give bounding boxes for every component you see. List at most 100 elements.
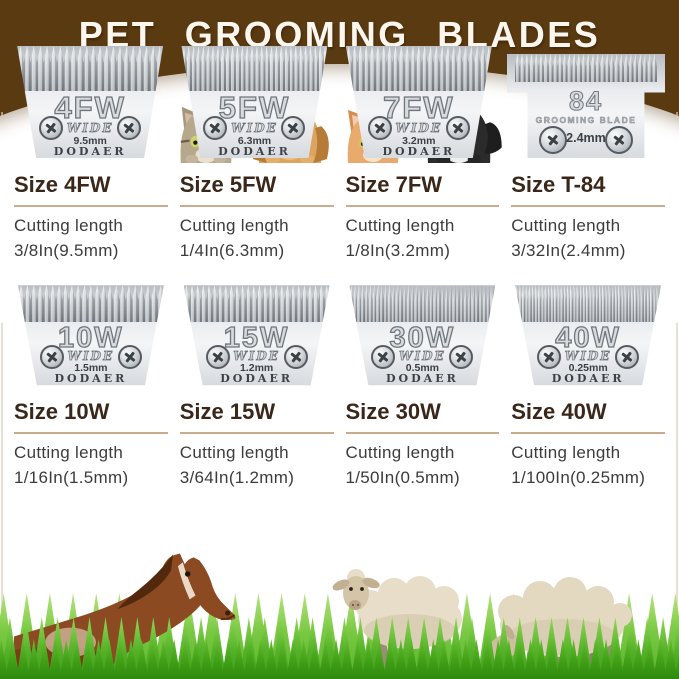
cut-value: 1/4In(6.3mm) bbox=[179, 240, 285, 260]
footer-scene bbox=[0, 545, 679, 679]
screw-icon bbox=[538, 126, 567, 154]
blade-size-label: 4FW bbox=[54, 89, 126, 125]
blades-grid-row-2: 10W WIDE 1.5mm DODAER 15W WIDE 1.2mm DOD… bbox=[14, 285, 665, 386]
cutting-length-text: Cutting length 1/50In(0.5mm) bbox=[346, 441, 500, 490]
blade-card-t84: 84 GROOMING BLADE 2.4mm bbox=[506, 54, 665, 158]
label-4fw: Size 4FW Cutting length 3/8In(9.5mm) bbox=[14, 172, 168, 263]
blade-wide-label: WIDE bbox=[399, 349, 446, 364]
cutting-length-text: Cutting length 3/64In(1.2mm) bbox=[180, 441, 334, 490]
cut-label: Cutting length bbox=[511, 443, 621, 463]
right-edge-line bbox=[676, 112, 678, 679]
cutting-length-text: Cutting length 1/4In(6.3mm) bbox=[180, 214, 334, 263]
blade-size-label: 40W bbox=[555, 322, 621, 355]
size-heading: Size 15W bbox=[179, 399, 334, 435]
cut-label: Cutting length bbox=[345, 443, 455, 463]
blade-mm-label: 2.4mm bbox=[566, 131, 606, 145]
blade-card-30w: 30W WIDE 0.5mm DODAER bbox=[346, 285, 500, 386]
blade-card-40w: 40W WIDE 0.25mm DODAER bbox=[511, 285, 665, 386]
screw-icon bbox=[537, 345, 562, 370]
blade-wide-label: WIDE bbox=[233, 349, 280, 364]
left-edge-line bbox=[1, 112, 3, 679]
blade-card-4fw: 4FW WIDE 9.5mm DODAER bbox=[14, 46, 166, 158]
screw-icon bbox=[117, 345, 142, 370]
cut-value: 1/100In(0.25mm) bbox=[511, 467, 646, 487]
blade-wide-label: WIDE bbox=[67, 349, 115, 364]
size-heading: Size 4FW bbox=[14, 172, 168, 207]
screw-icon bbox=[39, 116, 64, 140]
blade-brand-label: DODAER bbox=[53, 145, 127, 158]
blade-7fw: 7FW WIDE 3.2mm DODAER bbox=[345, 46, 492, 158]
size-heading: Size 7FW bbox=[345, 172, 500, 207]
blade-10w: 10W WIDE 1.5mm DODAER bbox=[17, 285, 164, 386]
blade-teeth bbox=[17, 285, 164, 323]
cutting-length-text: Cutting length 1/8In(3.2mm) bbox=[346, 214, 500, 263]
size-heading: Size 40W bbox=[511, 399, 665, 435]
blade-mm-label: 6.3mm bbox=[237, 135, 272, 147]
blade-teeth bbox=[17, 46, 164, 91]
cut-label: Cutting length bbox=[511, 216, 621, 235]
blade-brand-label: DODAER bbox=[220, 372, 293, 386]
blade-5fw: 5FW WIDE 6.3mm DODAER bbox=[181, 46, 328, 158]
blade-brand-label: DODAER bbox=[382, 145, 456, 158]
cut-label: Cutting length bbox=[179, 443, 289, 463]
label-40w: Size 40W Cutting length 1/100In(0.25mm) bbox=[511, 399, 665, 490]
screw-icon bbox=[445, 116, 470, 140]
size-heading: Size 10W bbox=[14, 399, 168, 435]
blade-wide-label: WIDE bbox=[66, 121, 114, 136]
size-heading: Size T-84 bbox=[511, 172, 665, 207]
labels-grid-row-1: Size 4FW Cutting length 3/8In(9.5mm) Siz… bbox=[14, 172, 665, 263]
screw-icon bbox=[203, 116, 228, 140]
cut-label: Cutting length bbox=[179, 216, 289, 235]
cut-value: 1/8In(3.2mm) bbox=[345, 240, 451, 260]
screw-icon bbox=[449, 345, 474, 370]
blade-brand-label: DODAER bbox=[218, 145, 291, 158]
blade-size-label: 10W bbox=[57, 322, 124, 355]
blade-t84: 84 GROOMING BLADE 2.4mm bbox=[506, 54, 665, 158]
cut-label: Cutting length bbox=[345, 216, 455, 235]
size-heading: Size 30W bbox=[345, 399, 500, 435]
label-15w: Size 15W Cutting length 3/64In(1.2mm) bbox=[179, 399, 334, 490]
cut-label: Cutting length bbox=[14, 216, 124, 235]
cutting-length-text: Cutting length 1/16In(1.5mm) bbox=[14, 441, 168, 490]
blade-mm-label: 0.5mm bbox=[405, 362, 440, 375]
blade-size-label: 5FW bbox=[218, 89, 291, 125]
blade-mm-label: 9.5mm bbox=[73, 135, 107, 147]
screw-icon bbox=[117, 116, 142, 140]
screw-icon bbox=[367, 116, 392, 140]
blade-wide-label: WIDE bbox=[395, 121, 443, 136]
labels-grid-row-2: Size 10W Cutting length 1/16In(1.5mm) Si… bbox=[14, 399, 665, 490]
blade-mm-label: 3.2mm bbox=[402, 135, 436, 147]
page-title: PET GROOMING BLADES bbox=[78, 14, 601, 55]
screw-icon bbox=[39, 345, 64, 370]
blade-grooming-label: GROOMING BLADE bbox=[535, 115, 637, 126]
screw-icon bbox=[205, 345, 230, 370]
screw-icon bbox=[604, 126, 633, 154]
cut-value: 1/50In(0.5mm) bbox=[345, 467, 460, 487]
main-content: 4FW WIDE 9.5mm DODAER 5FW WIDE 6.3mm DOD… bbox=[0, 46, 679, 491]
cut-value: 3/8In(9.5mm) bbox=[14, 240, 119, 260]
blade-15w: 15W WIDE 1.2mm DODAER bbox=[183, 285, 330, 386]
size-heading: Size 5FW bbox=[179, 172, 334, 207]
blade-brand-label: DODAER bbox=[386, 372, 459, 386]
screw-icon bbox=[371, 345, 396, 370]
cut-value: 1/16In(1.5mm) bbox=[14, 467, 129, 487]
blade-teeth bbox=[181, 46, 328, 91]
cut-value: 3/64In(1.2mm) bbox=[179, 467, 295, 487]
blade-30w: 30W WIDE 0.5mm DODAER bbox=[349, 285, 496, 386]
blade-card-10w: 10W WIDE 1.5mm DODAER bbox=[14, 285, 168, 386]
blades-grid-row-1: 4FW WIDE 9.5mm DODAER 5FW WIDE 6.3mm DOD… bbox=[14, 46, 665, 158]
blade-40w: 40W WIDE 0.25mm DODAER bbox=[515, 285, 662, 386]
blade-mm-label: 0.25mm bbox=[568, 362, 608, 375]
label-10w: Size 10W Cutting length 1/16In(1.5mm) bbox=[14, 399, 168, 490]
blade-teeth bbox=[514, 54, 657, 82]
blade-size-label: 84 bbox=[568, 85, 603, 116]
blade-teeth bbox=[183, 285, 330, 323]
blade-mm-label: 1.5mm bbox=[74, 362, 108, 375]
label-7fw: Size 7FW Cutting length 1/8In(3.2mm) bbox=[345, 172, 500, 263]
screw-icon bbox=[615, 345, 640, 370]
blade-card-7fw: 7FW WIDE 3.2mm DODAER bbox=[343, 46, 495, 158]
blade-wide-label: WIDE bbox=[564, 349, 612, 364]
blade-teeth bbox=[349, 285, 496, 323]
cut-label: Cutting length bbox=[14, 443, 124, 463]
